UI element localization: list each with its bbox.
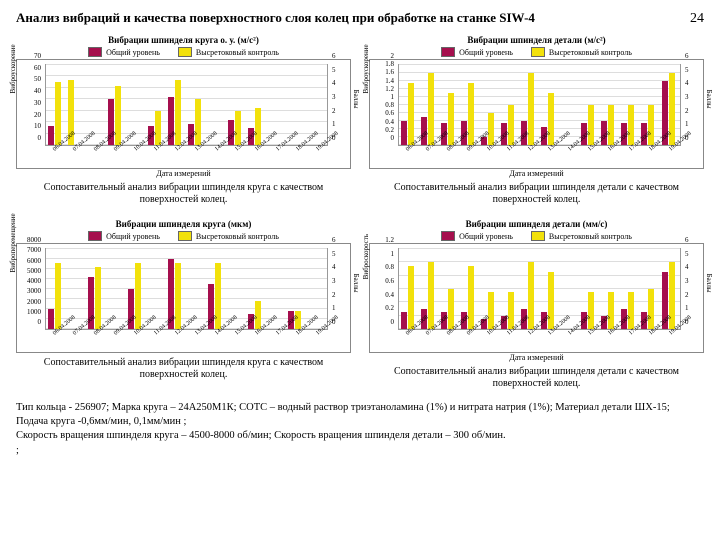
legend-label: Высретоковый контроль [549, 232, 632, 241]
bar-series2 [588, 105, 594, 145]
legend-item: Высретоковый контроль [531, 231, 632, 241]
x-axis-caption: Дата измерений [369, 353, 704, 362]
bar-series1 [401, 121, 407, 145]
chart-caption: Сопоставительный анализ вибрации шпиндел… [393, 182, 680, 205]
chart-box: 00.20.40.60.811.21.41.61.820123456Виброу… [369, 59, 704, 169]
chart-title: Вибрации шпинделя детали (м/с²) [369, 35, 704, 45]
chart-title: Вибрации шпинделя детали (мм/с) [369, 219, 704, 229]
chart-panel: Вибрации шпинделя круга (мкм) Общий урове… [16, 217, 351, 395]
legend-swatch [178, 47, 192, 57]
chart-legend: Общий уровень Высретоковый контроль [369, 231, 704, 241]
legend-swatch [88, 47, 102, 57]
bar-series2 [508, 105, 514, 145]
bar-series2 [55, 82, 61, 145]
legend-label: Высретоковый контроль [549, 48, 632, 57]
legend-label: Общий уровень [459, 232, 513, 241]
chart-panel: Вибрации шпинделя детали (мм/с) Общий уро… [369, 217, 704, 395]
legend-item: Общий уровень [441, 47, 513, 57]
bar-series2 [195, 99, 201, 145]
bar-series2 [488, 292, 494, 329]
y-axis-label: Виброперемещение [9, 213, 17, 272]
bar-series1 [48, 126, 54, 145]
chart-box: 00.20.40.60.811.20123456ВиброскоростьБал… [369, 243, 704, 353]
x-axis-caption: Дата измерений [16, 169, 351, 178]
bar-series2 [628, 105, 634, 145]
chart-title: Вибрации шпинделя круга о. у. (м/с²) [16, 35, 351, 45]
legend-label: Высретоковый контроль [196, 48, 279, 57]
legend-item: Общий уровень [441, 231, 513, 241]
chart-legend: Общий уровень Высретоковый контроль [369, 47, 704, 57]
chart-caption: Сопоставительный анализ вибрации шпиндел… [40, 357, 327, 380]
bar-series2 [608, 105, 614, 145]
bar-series2 [648, 105, 654, 145]
bar-series2 [155, 111, 161, 145]
y2-axis-label: Баллы [352, 90, 360, 109]
y-axis-label: Виброускорение [9, 44, 17, 93]
legend-label: Общий уровень [106, 48, 160, 57]
legend-swatch [441, 231, 455, 241]
bar-series2 [508, 292, 514, 329]
footer-line-3: ; [16, 444, 704, 458]
chart-panel: Вибрации шпинделя детали (м/с²) Общий уро… [369, 33, 704, 211]
legend-swatch [88, 231, 102, 241]
legend-label: Общий уровень [459, 48, 513, 57]
legend-item: Высретоковый контроль [531, 47, 632, 57]
chart-title: Вибрации шпинделя круга (мкм) [16, 219, 351, 229]
charts-grid: Вибрации шпинделя круга о. у. (м/с²) Общи… [16, 33, 704, 395]
bar-series2 [255, 108, 261, 145]
x-axis-caption: Дата измерений [369, 169, 704, 178]
bar-series2 [55, 263, 61, 329]
bar-series2 [648, 289, 654, 329]
y-axis-label: Виброускорение [362, 44, 370, 93]
bar-series2 [448, 93, 454, 145]
chart-caption: Сопоставительный анализ вибрации шпиндел… [40, 182, 327, 205]
legend-item: Высретоковый контроль [178, 231, 279, 241]
chart-legend: Общий уровень Высретоковый контроль [16, 47, 351, 57]
chart-panel: Вибрации шпинделя круга о. у. (м/с²) Общи… [16, 33, 351, 211]
bar-series2 [448, 289, 454, 329]
bar-series2 [588, 292, 594, 329]
legend-label: Общий уровень [106, 232, 160, 241]
bar-series2 [408, 83, 414, 145]
bar-series2 [608, 292, 614, 329]
chart-legend: Общий уровень Высретоковый контроль [16, 231, 351, 241]
chart-caption: Сопоставительный анализ вибрации шпиндел… [393, 366, 680, 389]
y2-axis-label: Баллы [705, 90, 713, 109]
page-number: 24 [690, 11, 704, 27]
chart-box: 0102030405060700123456ВиброускорениеБалл… [16, 59, 351, 169]
legend-swatch [441, 47, 455, 57]
legend-swatch [531, 231, 545, 241]
page-title: Анализ вибраций и качества поверхностног… [16, 10, 535, 26]
legend-item: Высретоковый контроль [178, 47, 279, 57]
legend-swatch [178, 231, 192, 241]
bar-series1 [48, 309, 54, 329]
legend-label: Высретоковый контроль [196, 232, 279, 241]
legend-item: Общий уровень [88, 47, 160, 57]
y2-axis-label: Баллы [705, 274, 713, 293]
bar-series1 [401, 312, 407, 329]
footer-line-1: Тип кольца - 256907; Марка круга – 24А25… [16, 401, 704, 429]
legend-swatch [531, 47, 545, 57]
bar-series2 [488, 113, 494, 145]
y-axis-label: Виброскорость [362, 234, 370, 279]
chart-box: 0100020003000400050006000700080000123456… [16, 243, 351, 353]
footer-text: Тип кольца - 256907; Марка круга – 24А25… [16, 401, 704, 458]
y2-axis-label: Баллы [352, 274, 360, 293]
footer-line-2: Скорость вращения шпинделя круга – 4500-… [16, 429, 704, 443]
bar-series2 [628, 292, 634, 329]
bar-series2 [408, 266, 414, 329]
bar-series2 [235, 111, 241, 145]
legend-item: Общий уровень [88, 231, 160, 241]
